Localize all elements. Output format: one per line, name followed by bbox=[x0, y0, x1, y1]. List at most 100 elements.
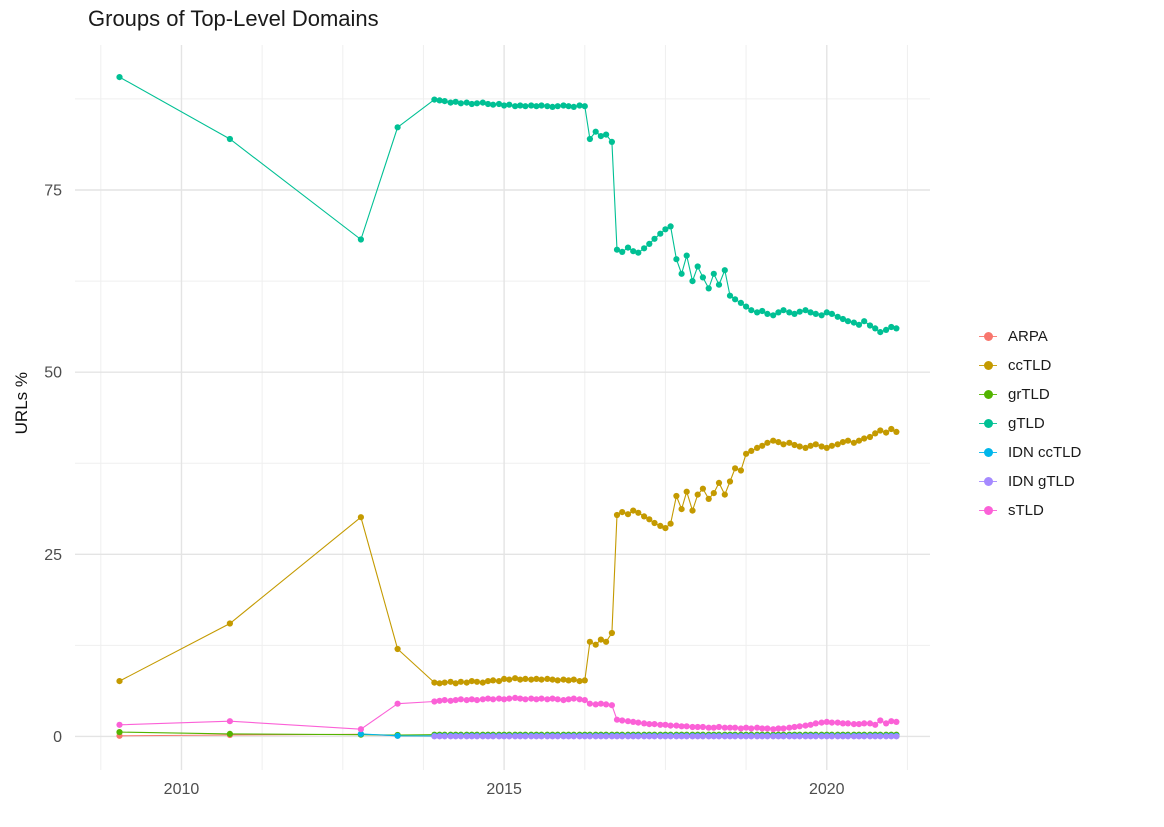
data-point-stld bbox=[468, 696, 475, 703]
data-point-gtld bbox=[506, 101, 513, 108]
data-point-cctld bbox=[828, 442, 836, 449]
data-point-cctld bbox=[619, 508, 626, 516]
data-point-stld bbox=[834, 719, 841, 726]
data-point-cctld bbox=[861, 435, 868, 442]
data-point-gtld bbox=[431, 96, 438, 103]
data-point-idn-gtld bbox=[673, 733, 680, 740]
data-point-cctld bbox=[490, 677, 497, 684]
data-point-cctld bbox=[394, 645, 401, 653]
data-point-gtld bbox=[818, 312, 825, 319]
data-point-gtld bbox=[565, 103, 572, 110]
data-point-cctld bbox=[522, 675, 529, 683]
data-point-gtld bbox=[619, 248, 626, 255]
data-point-idn-gtld bbox=[608, 733, 616, 740]
data-point-cctld bbox=[431, 679, 438, 686]
legend-key-icon bbox=[978, 328, 998, 346]
data-point-cctld bbox=[484, 678, 492, 685]
data-point-stld bbox=[522, 696, 529, 703]
data-point-cctld bbox=[683, 488, 690, 495]
legend-label: IDN gTLD bbox=[1008, 473, 1075, 490]
data-point-gtld bbox=[511, 103, 519, 110]
data-point-stld bbox=[447, 697, 454, 704]
data-point-cctld bbox=[678, 506, 685, 513]
data-point-idn-gtld bbox=[463, 733, 470, 740]
data-point-stld bbox=[549, 695, 556, 702]
data-point-gtld bbox=[357, 236, 364, 243]
data-point-idn-gtld bbox=[549, 733, 556, 740]
data-point-cctld bbox=[796, 443, 803, 450]
data-point-gtld bbox=[473, 100, 481, 107]
data-point-idn-gtld bbox=[490, 733, 497, 740]
data-point-cctld bbox=[893, 428, 900, 435]
data-point-cctld bbox=[549, 676, 556, 683]
data-point-cctld bbox=[866, 433, 874, 441]
data-point-stld bbox=[775, 725, 782, 732]
data-point-gtld bbox=[528, 102, 535, 109]
data-point-gtld bbox=[780, 307, 787, 314]
data-point-stld bbox=[844, 720, 852, 727]
legend-item-idn-gtld: IDN gTLD bbox=[978, 467, 1081, 496]
data-point-grtld bbox=[226, 730, 233, 738]
data-point-stld bbox=[818, 719, 825, 726]
data-point-gtld bbox=[839, 315, 847, 323]
data-point-stld bbox=[538, 695, 545, 702]
data-point-stld bbox=[641, 720, 648, 727]
data-point-gtld bbox=[759, 307, 766, 315]
data-point-stld bbox=[484, 695, 492, 702]
data-point-cctld bbox=[441, 679, 448, 686]
data-point-stld bbox=[441, 697, 448, 704]
data-point-stld bbox=[490, 696, 497, 703]
data-point-gtld bbox=[517, 102, 524, 109]
data-point-gtld bbox=[828, 310, 836, 317]
data-point-idn-gtld bbox=[737, 733, 745, 740]
data-point-stld bbox=[528, 695, 535, 702]
data-point-gtld bbox=[592, 128, 599, 135]
data-point-cctld bbox=[447, 678, 454, 685]
data-point-cctld bbox=[662, 525, 669, 532]
data-point-gtld bbox=[560, 102, 567, 109]
legend-item-cctld: ccTLD bbox=[978, 351, 1081, 380]
data-point-idn-gtld bbox=[501, 733, 508, 740]
data-point-gtld bbox=[479, 99, 486, 106]
data-point-idn-gtld bbox=[473, 733, 481, 740]
data-point-cctld bbox=[226, 620, 233, 627]
data-point-stld bbox=[699, 723, 707, 731]
data-point-cctld bbox=[775, 439, 782, 446]
chart-title: Groups of Top-Level Domains bbox=[88, 6, 379, 31]
data-point-gtld bbox=[872, 325, 879, 332]
data-point-idn-gtld bbox=[457, 733, 464, 740]
data-point-idn-gtld bbox=[802, 733, 809, 740]
data-point-idn-gtld bbox=[823, 733, 830, 740]
data-point-gtld bbox=[657, 230, 664, 237]
data-point-cctld bbox=[743, 450, 750, 457]
data-point-cctld bbox=[780, 441, 787, 448]
data-point-cctld bbox=[468, 678, 475, 685]
legend-item-idn-cctld: IDN ccTLD bbox=[978, 438, 1081, 467]
data-point-stld bbox=[554, 696, 561, 703]
data-point-idn-gtld bbox=[812, 733, 819, 740]
data-point-stld bbox=[436, 697, 443, 704]
data-point-gtld bbox=[673, 256, 680, 263]
data-point-gtld bbox=[866, 322, 874, 329]
data-point-cctld bbox=[560, 676, 567, 683]
data-point-idn-gtld bbox=[641, 733, 648, 740]
data-point-stld bbox=[888, 718, 895, 725]
data-point-cctld bbox=[710, 490, 717, 497]
data-point-gtld bbox=[441, 98, 448, 105]
data-point-gtld bbox=[635, 249, 642, 256]
data-point-gtld bbox=[646, 240, 653, 247]
data-point-gtld bbox=[570, 103, 577, 110]
data-point-cctld bbox=[855, 437, 863, 444]
data-point-gtld bbox=[662, 226, 669, 233]
data-point-stld bbox=[780, 725, 787, 732]
data-point-gtld bbox=[226, 135, 233, 143]
data-point-idn-gtld bbox=[883, 733, 890, 740]
data-point-idn-gtld bbox=[796, 733, 803, 740]
legend-item-grtld: grTLD bbox=[978, 380, 1081, 409]
data-point-stld bbox=[786, 724, 793, 731]
data-point-cctld bbox=[624, 511, 632, 518]
data-point-cctld bbox=[603, 638, 610, 645]
data-point-idn-gtld bbox=[850, 733, 858, 740]
data-point-gtld bbox=[683, 252, 690, 259]
data-point-gtld bbox=[538, 102, 545, 109]
